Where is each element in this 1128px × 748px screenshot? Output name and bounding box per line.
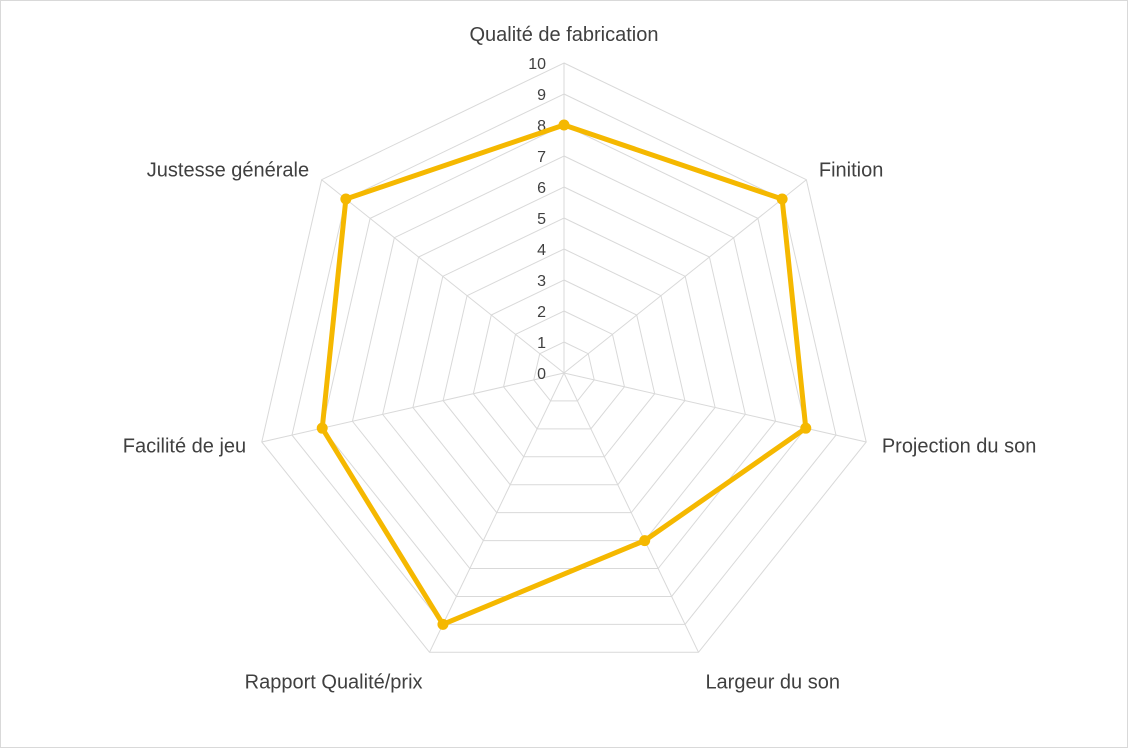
spoke-2 <box>563 372 867 443</box>
grid-ring-10 <box>261 62 867 653</box>
tick-label: 10 <box>528 56 546 73</box>
tick-label: 0 <box>537 366 546 383</box>
spoke-3 <box>563 372 699 653</box>
category-label: Justesse générale <box>147 160 309 182</box>
data-point <box>776 193 788 205</box>
tick-label: 8 <box>537 118 546 135</box>
grid-ring-8 <box>321 124 807 597</box>
tick-label: 4 <box>537 242 546 259</box>
spoke-5 <box>261 372 565 443</box>
data-point <box>437 618 449 630</box>
spoke-4 <box>429 372 565 653</box>
category-label: Projection du son <box>882 436 1037 458</box>
category-labels: Qualité de fabrication Finition Projection… <box>123 24 1037 693</box>
spoke-1 <box>563 179 807 374</box>
category-label: Largeur du son <box>705 671 840 693</box>
data-point <box>800 422 812 434</box>
series-layer <box>316 119 812 630</box>
grid-layer <box>261 62 867 653</box>
tick-label: 1 <box>537 335 546 352</box>
grid-ring-1 <box>533 341 595 402</box>
category-label: Qualité de fabrication <box>469 24 658 46</box>
grid-ring-6 <box>382 186 746 542</box>
category-label: Facilité de jeu <box>123 436 246 458</box>
grid-ring-3 <box>472 279 656 458</box>
grid-ring-2 <box>503 310 625 430</box>
tick-label: 3 <box>537 273 546 290</box>
tick-labels: 0 1 2 3 4 5 6 7 8 9 10 <box>528 56 546 383</box>
data-point <box>340 193 352 205</box>
tick-label: 7 <box>537 149 546 166</box>
tick-label: 9 <box>537 87 546 104</box>
spoke-6 <box>321 179 565 374</box>
tick-label: 5 <box>537 211 546 228</box>
series-line <box>319 122 809 627</box>
tick-label: 6 <box>537 180 546 197</box>
data-point <box>558 119 570 131</box>
category-label: Rapport Qualité/prix <box>245 671 423 693</box>
grid-ring-4 <box>442 248 686 486</box>
tick-label: 2 <box>537 304 546 321</box>
grid-ring-7 <box>351 155 777 570</box>
data-point <box>639 535 651 547</box>
data-point <box>316 422 328 434</box>
grid-ring-5 <box>412 217 716 514</box>
grid-ring-9 <box>291 93 837 625</box>
category-label: Finition <box>819 160 883 182</box>
